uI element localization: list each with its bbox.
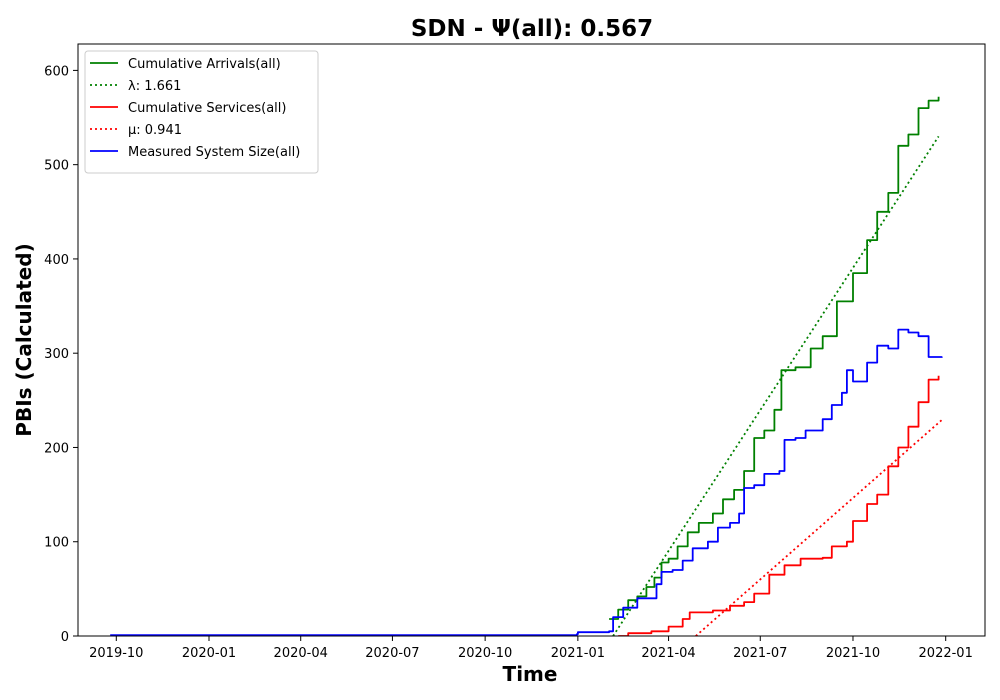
x-tick-label: 2021-04 — [641, 646, 695, 661]
legend-label-2: Cumulative Services(all) — [128, 101, 286, 116]
x-tick-label: 2020-01 — [182, 646, 236, 661]
x-tick-label: 2020-10 — [458, 646, 512, 661]
y-tick-label: 600 — [44, 64, 69, 79]
y-axis: 0 100 200 300 400 500 600 — [44, 64, 78, 645]
legend-label-1: λ: 1.661 — [128, 79, 181, 94]
legend-label-3: μ: 0.941 — [128, 123, 182, 138]
chart-title: SDN - Ψ(all): 0.567 — [411, 16, 653, 42]
x-tick-label: 2019-10 — [89, 646, 143, 661]
series-line-2 — [618, 375, 940, 636]
plot-area-frame — [77, 43, 986, 637]
y-tick-label: 100 — [44, 536, 69, 551]
plot-series — [110, 96, 943, 636]
y-tick-label: 500 — [44, 159, 69, 174]
legend: Cumulative Arrivals(all) λ: 1.661 Cumulati… — [84, 50, 319, 174]
y-tick-label: 200 — [44, 441, 69, 456]
series-line-4 — [110, 328, 943, 636]
x-tick-label: 2022-01 — [919, 646, 973, 661]
x-tick-label: 2020-04 — [274, 646, 328, 661]
y-tick-label: 400 — [44, 253, 69, 268]
x-tick-label: 2021-01 — [551, 646, 605, 661]
legend-label-0: Cumulative Arrivals(all) — [128, 57, 281, 72]
legend-box — [84, 50, 319, 174]
x-tick-label: 2020-07 — [365, 646, 419, 661]
legend-label-4: Measured System Size(all) — [128, 145, 300, 160]
y-axis-label: PBIs (Calculated) — [12, 243, 36, 436]
x-tick-label: 2021-10 — [826, 646, 880, 661]
x-axis: 2019-10 2020-01 2020-04 2020-07 2020-10 2021-… — [89, 636, 973, 661]
series-line-0 — [609, 96, 940, 620]
y-tick-label: 300 — [44, 347, 69, 362]
series-line-1 — [612, 135, 940, 636]
x-tick-label: 2021-07 — [733, 646, 787, 661]
x-axis-label: Time — [503, 662, 558, 686]
y-tick-label: 0 — [61, 630, 69, 645]
